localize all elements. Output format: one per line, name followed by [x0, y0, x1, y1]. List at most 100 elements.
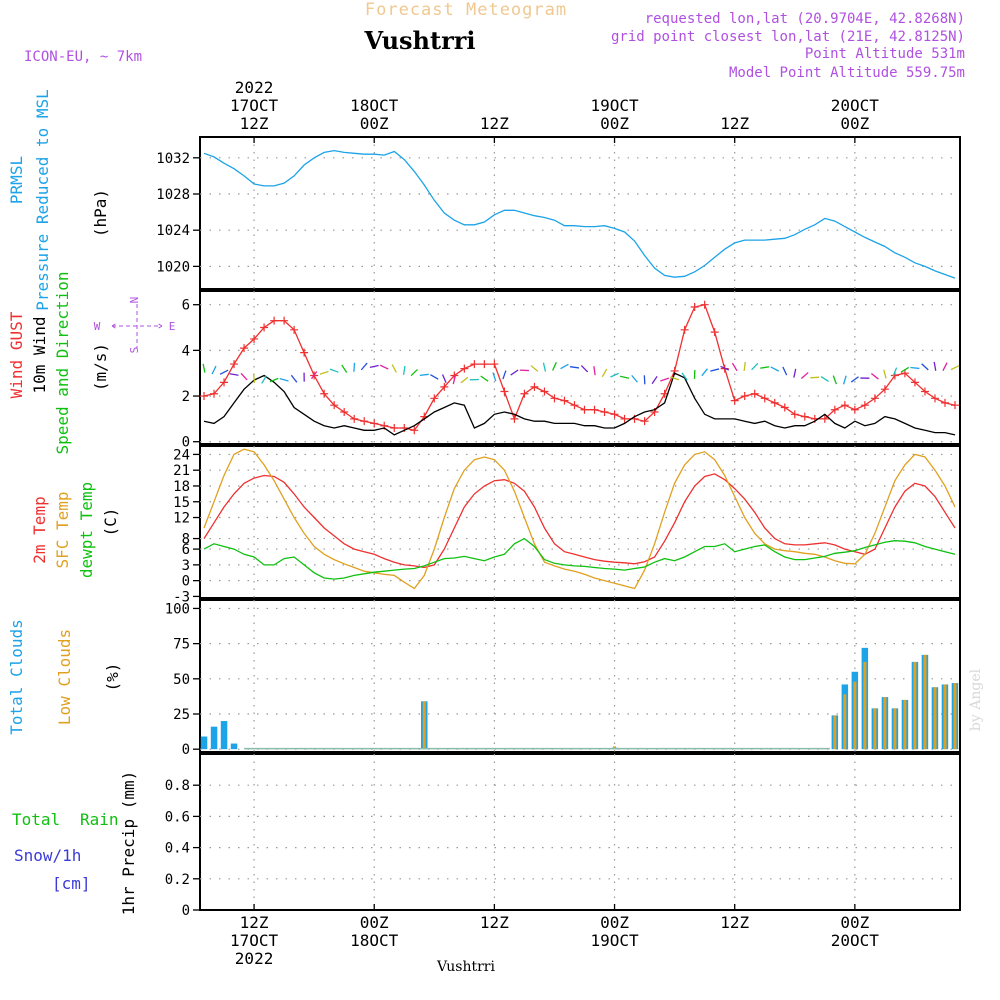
low-cloud-bar [873, 708, 877, 750]
wind-arrow [731, 362, 738, 372]
top-axis-label: 19OCT [590, 96, 639, 115]
y-tick-label: 25 [173, 707, 190, 723]
series-line-10m-wind [203, 372, 956, 436]
bottom-axis-label: 12Z [240, 913, 269, 932]
panel-wind: 0 2 4 6 Wind GUST 10m Wind Speed and Direction… [7, 271, 961, 455]
gust-point [290, 325, 299, 334]
low-cloud-bar [843, 694, 847, 750]
y-tick-label: 0.4 [165, 841, 190, 857]
wind-arrow [279, 377, 289, 382]
wind-unit: (m/s) [91, 343, 110, 391]
y-tick-label: 0 [182, 742, 190, 758]
low-cloud-bar [833, 715, 837, 750]
gust-point [740, 392, 749, 401]
series-line-sfc-temp [203, 448, 956, 590]
panel-label-group: Wind GUST 10m Wind Speed and Direction (m/s… [7, 271, 175, 454]
wind-arrow [402, 365, 406, 375]
low-cloud-bar [933, 687, 937, 750]
gust-point [950, 401, 959, 410]
wind-ylabel-line: 10m Wind [30, 316, 49, 393]
y-tick-label: 0 [182, 435, 190, 451]
wind-arrow [610, 372, 619, 378]
wind-arrow [410, 368, 418, 377]
top-axis-label: 12Z [720, 114, 749, 133]
compass-rose: N S W E [94, 297, 176, 354]
gust-point [920, 387, 929, 396]
top-axis-label: 00Z [360, 114, 389, 133]
gust-point [560, 396, 569, 405]
bottom-axis-label: 18OCT [350, 931, 399, 950]
gust-point [250, 334, 259, 343]
y-tick-label: 1028 [156, 187, 190, 203]
panel-label-group: PRMSL Pressure Reduced to MSL (hPa) [7, 89, 110, 311]
low-cloud-bar [613, 746, 616, 750]
gust-point [880, 385, 889, 394]
total-cloud-bar [220, 721, 228, 750]
y-tick-label: 0.2 [165, 872, 190, 888]
y-tick-label: 12 [173, 511, 190, 527]
wind-arrow [751, 362, 759, 371]
y-tick-label: 0.6 [165, 809, 190, 825]
gust-point [780, 403, 789, 412]
wind-arrow [910, 366, 920, 370]
panel-label-group: 2m Temp SFC Temp dewpt Temp (C) [30, 482, 120, 578]
gust-point [520, 389, 529, 398]
wind-arrow [229, 373, 239, 376]
gust-point [200, 392, 209, 401]
low-cloud-bar [863, 661, 867, 750]
top-axis-label: 12Z [240, 114, 269, 133]
wind-arrow [580, 365, 589, 373]
gust-point [210, 389, 219, 398]
y-tick-label: 18 [173, 479, 190, 495]
wind-arrow [419, 373, 429, 377]
gust-point [220, 378, 229, 387]
bottom-axis-label: 17OCT [230, 931, 279, 950]
clouds-unit: (%) [103, 663, 122, 692]
clouds-ylabel-line: Total Clouds [7, 619, 26, 735]
y-tick-label: 1032 [156, 151, 190, 167]
bottom-axis-label: 12Z [480, 913, 509, 932]
gust-point [840, 401, 849, 410]
wind-arrow [261, 375, 267, 384]
bottom-axis-label: 12Z [720, 913, 749, 932]
gust-point [340, 408, 349, 417]
top-axis-label: 00Z [840, 114, 869, 133]
gust-point [770, 398, 779, 407]
y-tick-label: 0.8 [165, 778, 190, 794]
gust-point [910, 378, 919, 387]
wind-arrow [240, 372, 248, 381]
wind-arrow [290, 374, 298, 383]
series-line-pressure [203, 149, 956, 279]
gust-point [460, 364, 469, 373]
gust-point [230, 360, 239, 369]
wind-arrow [651, 375, 658, 385]
wind-arrow [379, 364, 389, 370]
wind-arrow [660, 377, 670, 382]
panel-frame [199, 753, 961, 911]
wind-arrow [560, 363, 569, 370]
wind-arrow [620, 375, 630, 379]
panel-label-group: Total Rain Snow/1h [cm] 1hr Precip (mm) [12, 771, 138, 916]
wind-arrow [921, 363, 929, 371]
gust-point [580, 405, 589, 414]
gust-point [640, 417, 649, 426]
top-axis-label: 12Z [480, 114, 509, 133]
y-tick-label: 1020 [156, 259, 190, 275]
y-tick-label: 100 [165, 601, 190, 617]
gust-point [440, 382, 449, 391]
wind-arrow [202, 363, 206, 373]
gust-point [500, 387, 509, 396]
panel-precip: 0 0.2 0.4 0.6 0.8 Total Rain Snow/1h [cm] 1hr Pre… [12, 753, 961, 919]
model-label: ICON-EU, ~ 7km [24, 49, 142, 65]
gust-point [870, 394, 879, 403]
chart-title: Forecast Meteogram [365, 0, 567, 20]
y-tick-label: -3 [173, 589, 190, 605]
point-altitude: Point Altitude 531m [805, 46, 965, 62]
gust-point [550, 394, 559, 403]
wind-arrow [441, 374, 447, 384]
gust-point [830, 405, 839, 414]
y-tick-label: 2 [182, 389, 190, 405]
gust-point [490, 360, 499, 369]
y-tick-label: 0 [182, 903, 190, 919]
